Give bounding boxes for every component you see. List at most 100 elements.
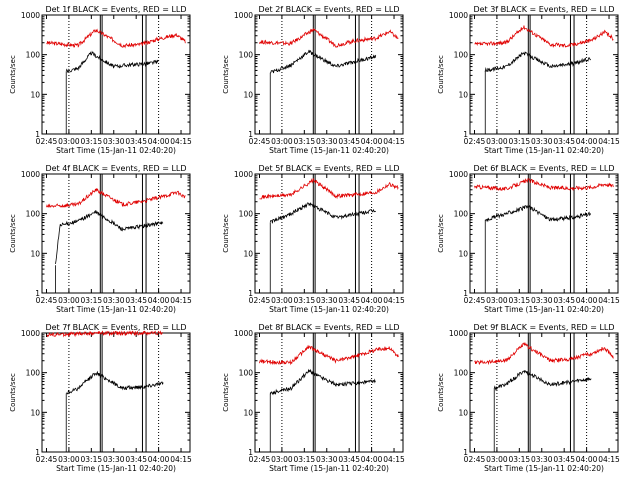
x-tick-label: 03:15 bbox=[294, 455, 316, 464]
x-tick-label: 04:00 bbox=[361, 296, 383, 305]
x-tick-label: 03:30 bbox=[316, 137, 338, 146]
plot-frame bbox=[469, 14, 619, 135]
plot-frame bbox=[469, 332, 619, 453]
lld-series-line bbox=[46, 28, 186, 49]
panel-title: Det 8f BLACK = Events, RED = LLD bbox=[258, 323, 399, 332]
y-tick-label: 1000 bbox=[21, 329, 40, 338]
x-tick-label: 03:30 bbox=[316, 296, 338, 305]
lld-series-line bbox=[259, 27, 399, 48]
y-tick-label: 100 bbox=[239, 51, 254, 60]
y-tick-label: 100 bbox=[239, 210, 254, 219]
y-tick-label: 1000 bbox=[234, 329, 253, 338]
y-tick-label: 10 bbox=[30, 408, 40, 417]
x-axis-label: Start Time (15-Jan-11 02:40:20) bbox=[484, 305, 604, 314]
x-tick-label: 02:45 bbox=[249, 455, 271, 464]
x-tick-label: 03:30 bbox=[103, 137, 125, 146]
plot-frame bbox=[41, 332, 191, 453]
x-tick-label: 04:15 bbox=[598, 296, 620, 305]
x-tick-label: 03:45 bbox=[338, 137, 360, 146]
y-tick-label: 10 bbox=[458, 408, 468, 417]
x-tick-label: 03:30 bbox=[531, 455, 553, 464]
x-axis-label: Start Time (15-Jan-11 02:40:20) bbox=[269, 464, 389, 473]
plot-frame bbox=[41, 14, 191, 135]
y-tick-label: 1000 bbox=[234, 170, 253, 179]
events-series-line bbox=[269, 202, 376, 224]
x-tick-label: 04:15 bbox=[170, 137, 192, 146]
x-tick-label: 03:15 bbox=[81, 137, 103, 146]
x-tick-label: 03:30 bbox=[531, 137, 553, 146]
x-tick-label: 04:00 bbox=[148, 455, 170, 464]
y-axis-label: Counts/sec bbox=[9, 214, 17, 253]
x-tick-label: 03:15 bbox=[509, 296, 531, 305]
x-tick-label: 02:45 bbox=[36, 137, 58, 146]
x-tick-label: 04:15 bbox=[383, 455, 405, 464]
events-series-line bbox=[55, 210, 164, 264]
panel-title: Det 5f BLACK = Events, RED = LLD bbox=[258, 164, 399, 173]
x-tick-label: 04:15 bbox=[598, 137, 620, 146]
y-tick-label: 1000 bbox=[449, 170, 468, 179]
y-tick-label: 100 bbox=[454, 369, 469, 378]
plot-frame bbox=[469, 173, 619, 294]
y-tick-label: 1 bbox=[463, 289, 468, 298]
x-tick-label: 04:00 bbox=[148, 137, 170, 146]
x-tick-label: 03:45 bbox=[125, 296, 147, 305]
x-axis-label: Start Time (15-Jan-11 02:40:20) bbox=[56, 305, 176, 314]
x-tick-label: 04:15 bbox=[170, 455, 192, 464]
x-tick-label: 02:45 bbox=[464, 455, 486, 464]
x-tick-label: 02:45 bbox=[249, 137, 271, 146]
y-tick-label: 1 bbox=[35, 448, 40, 457]
x-tick-label: 03:15 bbox=[81, 455, 103, 464]
x-tick-label: 03:00 bbox=[58, 296, 80, 305]
x-tick-label: 04:00 bbox=[576, 296, 598, 305]
panel-title: Det 1f BLACK = Events, RED = LLD bbox=[45, 5, 186, 14]
x-tick-label: 03:30 bbox=[103, 455, 125, 464]
x-tick-label: 02:45 bbox=[36, 455, 58, 464]
y-tick-label: 100 bbox=[26, 51, 41, 60]
y-tick-label: 1 bbox=[248, 130, 253, 139]
x-tick-label: 03:15 bbox=[294, 296, 316, 305]
detector-panel-9: Det 9f BLACK = Events, RED = LLD 02:45 03:… bbox=[437, 323, 620, 473]
lld-series-line bbox=[474, 341, 614, 366]
x-tick-label: 03:00 bbox=[271, 455, 293, 464]
x-tick-label: 03:30 bbox=[531, 296, 553, 305]
x-axis-label: Start Time (15-Jan-11 02:40:20) bbox=[269, 146, 389, 155]
x-tick-label: 03:00 bbox=[486, 137, 508, 146]
x-tick-label: 03:45 bbox=[553, 137, 575, 146]
y-axis-label: Counts/sec bbox=[437, 214, 445, 253]
x-axis-label: Start Time (15-Jan-11 02:40:20) bbox=[56, 146, 176, 155]
panel-title: Det 9f BLACK = Events, RED = LLD bbox=[473, 323, 614, 332]
y-axis-label: Counts/sec bbox=[437, 55, 445, 94]
y-axis-label: Counts/sec bbox=[222, 55, 230, 94]
x-tick-label: 04:15 bbox=[598, 455, 620, 464]
detector-panel-5: Det 5f BLACK = Events, RED = LLD 02:45 03:… bbox=[222, 164, 405, 314]
x-tick-label: 03:45 bbox=[338, 455, 360, 464]
lld-series-line bbox=[46, 188, 186, 208]
x-tick-label: 03:00 bbox=[486, 296, 508, 305]
x-tick-label: 03:45 bbox=[553, 296, 575, 305]
y-tick-label: 1 bbox=[248, 448, 253, 457]
y-tick-label: 1 bbox=[35, 130, 40, 139]
y-axis-label: Counts/sec bbox=[222, 214, 230, 253]
y-axis-label: Counts/sec bbox=[9, 373, 17, 412]
x-tick-label: 02:45 bbox=[36, 296, 58, 305]
y-tick-label: 100 bbox=[26, 210, 41, 219]
y-tick-label: 1 bbox=[248, 289, 253, 298]
plot-frame bbox=[254, 173, 404, 294]
lld-series-line bbox=[474, 178, 614, 192]
panel-title: Det 7f BLACK = Events, RED = LLD bbox=[45, 323, 186, 332]
x-tick-label: 03:45 bbox=[125, 137, 147, 146]
x-tick-label: 04:15 bbox=[383, 296, 405, 305]
x-tick-label: 02:45 bbox=[249, 296, 271, 305]
x-tick-label: 04:15 bbox=[170, 296, 192, 305]
x-axis-label: Start Time (15-Jan-11 02:40:20) bbox=[269, 305, 389, 314]
x-tick-label: 03:30 bbox=[103, 296, 125, 305]
y-tick-label: 10 bbox=[243, 249, 253, 258]
x-tick-label: 04:15 bbox=[383, 137, 405, 146]
detector-panel-7: Det 7f BLACK = Events, RED = LLD 02:45 03:… bbox=[9, 323, 192, 473]
y-tick-label: 1 bbox=[463, 130, 468, 139]
y-tick-label: 1000 bbox=[21, 170, 40, 179]
x-tick-label: 03:00 bbox=[58, 137, 80, 146]
